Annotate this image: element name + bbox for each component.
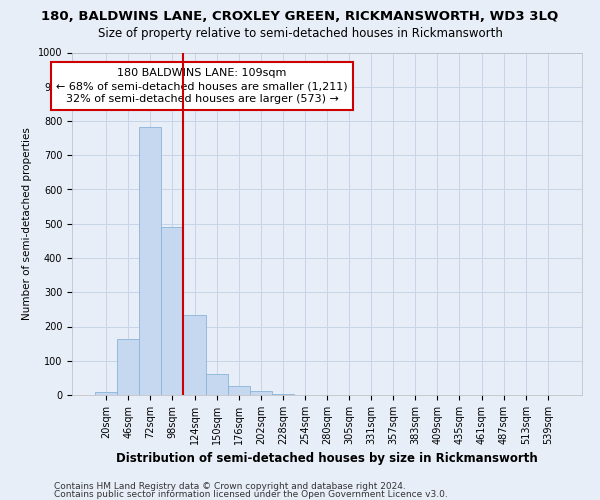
Bar [272, 394, 294, 395]
Y-axis label: Number of semi-detached properties: Number of semi-detached properties [22, 128, 32, 320]
X-axis label: Distribution of semi-detached houses by size in Rickmansworth: Distribution of semi-detached houses by … [116, 452, 538, 466]
Bar [161, 227, 184, 395]
Text: Contains HM Land Registry data © Crown copyright and database right 2024.: Contains HM Land Registry data © Crown c… [54, 482, 406, 491]
Bar [139, 127, 161, 395]
Text: Contains public sector information licensed under the Open Government Licence v3: Contains public sector information licen… [54, 490, 448, 499]
Text: 180, BALDWINS LANE, CROXLEY GREEN, RICKMANSWORTH, WD3 3LQ: 180, BALDWINS LANE, CROXLEY GREEN, RICKM… [41, 10, 559, 23]
Text: 180 BALDWINS LANE: 109sqm
← 68% of semi-detached houses are smaller (1,211)
32% : 180 BALDWINS LANE: 109sqm ← 68% of semi-… [56, 68, 348, 104]
Bar [117, 339, 139, 395]
Bar [95, 392, 117, 395]
Text: Size of property relative to semi-detached houses in Rickmansworth: Size of property relative to semi-detach… [98, 28, 502, 40]
Bar [206, 374, 227, 395]
Bar [250, 391, 272, 395]
Bar [227, 386, 250, 395]
Bar [184, 314, 206, 395]
